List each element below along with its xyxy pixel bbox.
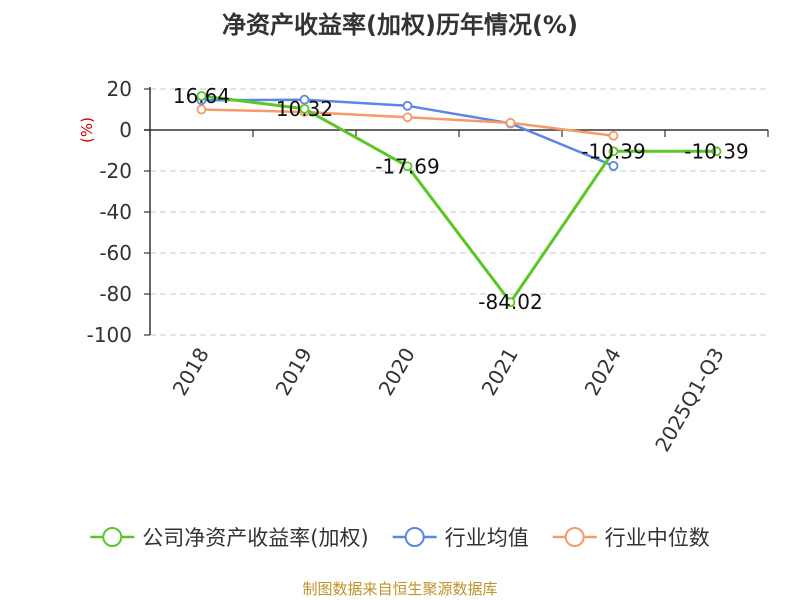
data-label: -17.69 — [375, 154, 439, 178]
data-point[interactable] — [505, 297, 516, 308]
x-tick-label: 2018 — [168, 344, 214, 400]
data-point[interactable] — [402, 112, 413, 123]
legend-swatch-marker — [102, 527, 123, 547]
legend-label: 行业均值 — [445, 526, 529, 550]
y-axis-unit: (%) — [78, 117, 96, 143]
series-line-0 — [201, 94, 717, 304]
data-point[interactable] — [402, 100, 413, 111]
x-tick-label: 2024 — [580, 344, 626, 400]
gridlines — [150, 88, 768, 336]
data-point[interactable] — [299, 103, 310, 114]
y-tick-label: -100 — [87, 323, 132, 347]
legend-item-0[interactable]: 公司净资产收益率(加权) — [90, 526, 369, 550]
data-label: -10.39 — [581, 139, 645, 163]
data-point[interactable] — [608, 130, 619, 141]
legend-swatch-marker — [564, 527, 585, 547]
data-label: -10.39 — [684, 139, 748, 163]
x-tick-label: 2019 — [271, 344, 317, 400]
data-point[interactable] — [196, 104, 207, 115]
axes: 20 0 -20 -40 -60 -80 -100 2018 2019 2020 2021 2024 2… — [87, 77, 769, 456]
data-point[interactable] — [402, 161, 413, 172]
legend-swatch-marker — [404, 527, 425, 547]
series-layer — [196, 90, 722, 308]
data-point[interactable] — [505, 117, 516, 128]
legend-item-2[interactable]: 行业中位数 — [552, 526, 710, 550]
legend-item-1[interactable]: 行业均值 — [392, 526, 529, 550]
y-tick-label: -20 — [99, 159, 132, 183]
data-label: 16.64 — [173, 84, 230, 108]
legend-label: 公司净资产收益率(加权) — [142, 526, 368, 550]
y-tick-label: 20 — [107, 77, 132, 101]
data-label: 10.32 — [276, 97, 333, 121]
data-point[interactable] — [299, 94, 310, 105]
data-label: -84.02 — [478, 290, 542, 314]
x-tick-label: 2021 — [477, 344, 523, 400]
chart-title: 净资产收益率(加权)历年情况(%) — [222, 11, 578, 39]
y-tick-label: -40 — [99, 200, 132, 224]
y-tick-label: 0 — [119, 118, 132, 142]
data-labels: 16.64 10.32 -17.69 -84.02 -10.39 -10.39 — [173, 84, 749, 314]
x-tick-label: 2020 — [374, 344, 420, 400]
legend-label: 行业中位数 — [605, 526, 710, 550]
legend: 公司净资产收益率(加权) 行业均值 行业中位数 — [90, 526, 710, 550]
y-tick-label: -60 — [99, 241, 132, 265]
data-point[interactable] — [196, 90, 207, 101]
x-tick-label: 2025Q1-Q3 — [650, 344, 729, 456]
data-point[interactable] — [608, 146, 619, 157]
source-note: 制图数据来自恒生聚源数据库 — [302, 580, 497, 598]
y-tick-label: -80 — [99, 282, 132, 306]
data-point[interactable] — [711, 146, 722, 157]
data-point[interactable] — [608, 160, 619, 171]
